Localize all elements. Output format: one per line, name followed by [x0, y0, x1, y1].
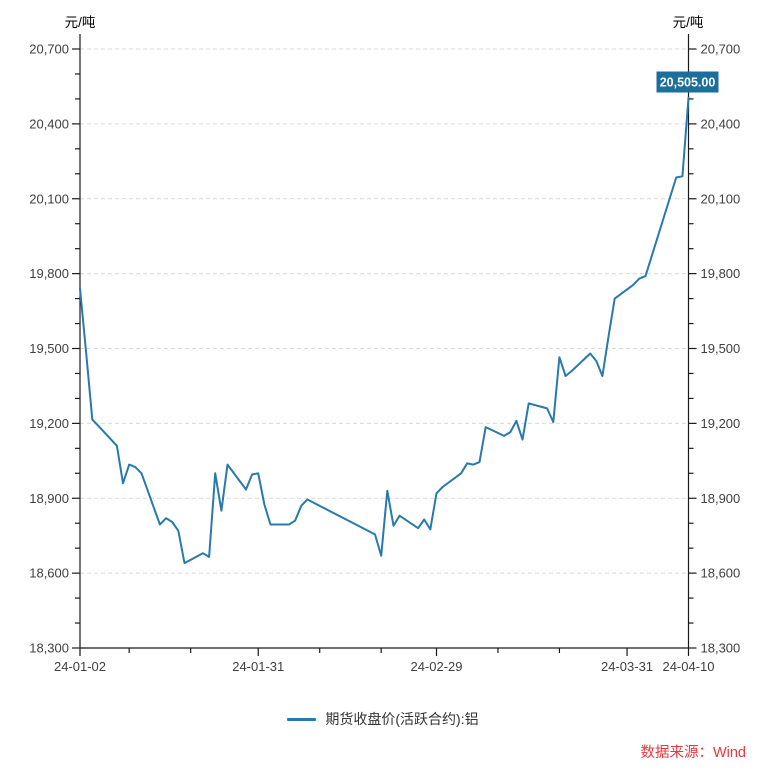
latest-price-tag-box: [656, 71, 719, 93]
y-tick-label-left: 19,800: [29, 266, 69, 281]
x-tick-label: 24-03-31: [601, 659, 653, 674]
y-tick-label-right: 20,100: [701, 191, 741, 206]
y-tick-label-right: 20,400: [701, 116, 741, 131]
legend-label: 期货收盘价(活跃合约):铝: [325, 711, 479, 727]
price-line-layer: [79, 96, 690, 565]
latest-price-tag-value: 20,505.00: [660, 76, 716, 90]
x-tick-label: 24-01-31: [232, 659, 284, 674]
axes: [72, 34, 697, 656]
x-tick-label: 24-02-29: [410, 659, 462, 674]
gridlines: [80, 48, 689, 574]
legend-line-swatch: [287, 717, 317, 721]
y-tick-label-left: 18,900: [29, 491, 69, 506]
y-tick-label-left: 19,200: [29, 416, 69, 431]
y-tick-label-right: 18,900: [701, 491, 741, 506]
y-tick-label-left: 20,100: [29, 191, 69, 206]
y-tick-label-left: 18,600: [29, 566, 69, 581]
legend: 期货收盘价(活跃合约):铝: [0, 709, 766, 729]
y-tick-label-right: 19,800: [701, 266, 741, 281]
y-tick-label-right: 18,600: [701, 566, 741, 581]
x-tick-label: 24-04-10: [662, 659, 714, 674]
legend-item-futures-close[interactable]: 期货收盘价(活跃合约):铝: [287, 709, 479, 729]
latest-price-tag: 20,505.00: [656, 71, 719, 93]
y-tick-label-left: 20,400: [29, 116, 69, 131]
y-tick-label-right: 19,200: [701, 416, 741, 431]
y-unit-label-right: 元/吨: [673, 15, 704, 30]
y-tick-label-right: 20,700: [701, 42, 741, 57]
axis-tick-labels: 18,300 18,300 18,600 18,600 18,900 18,900 19,2…: [29, 42, 740, 675]
price-line: [79, 96, 690, 565]
y-tick-label-right: 19,500: [701, 341, 741, 356]
y-tick-label-left: 20,700: [29, 42, 69, 57]
data-source-note: 数据来源：Wind: [640, 745, 746, 761]
y-tick-label-right: 18,300: [701, 641, 741, 656]
y-unit-label-left: 元/吨: [65, 15, 96, 30]
x-tick-label: 24-01-02: [54, 659, 106, 674]
y-tick-label-left: 18,300: [29, 641, 69, 656]
y-tick-label-left: 19,500: [29, 341, 69, 356]
